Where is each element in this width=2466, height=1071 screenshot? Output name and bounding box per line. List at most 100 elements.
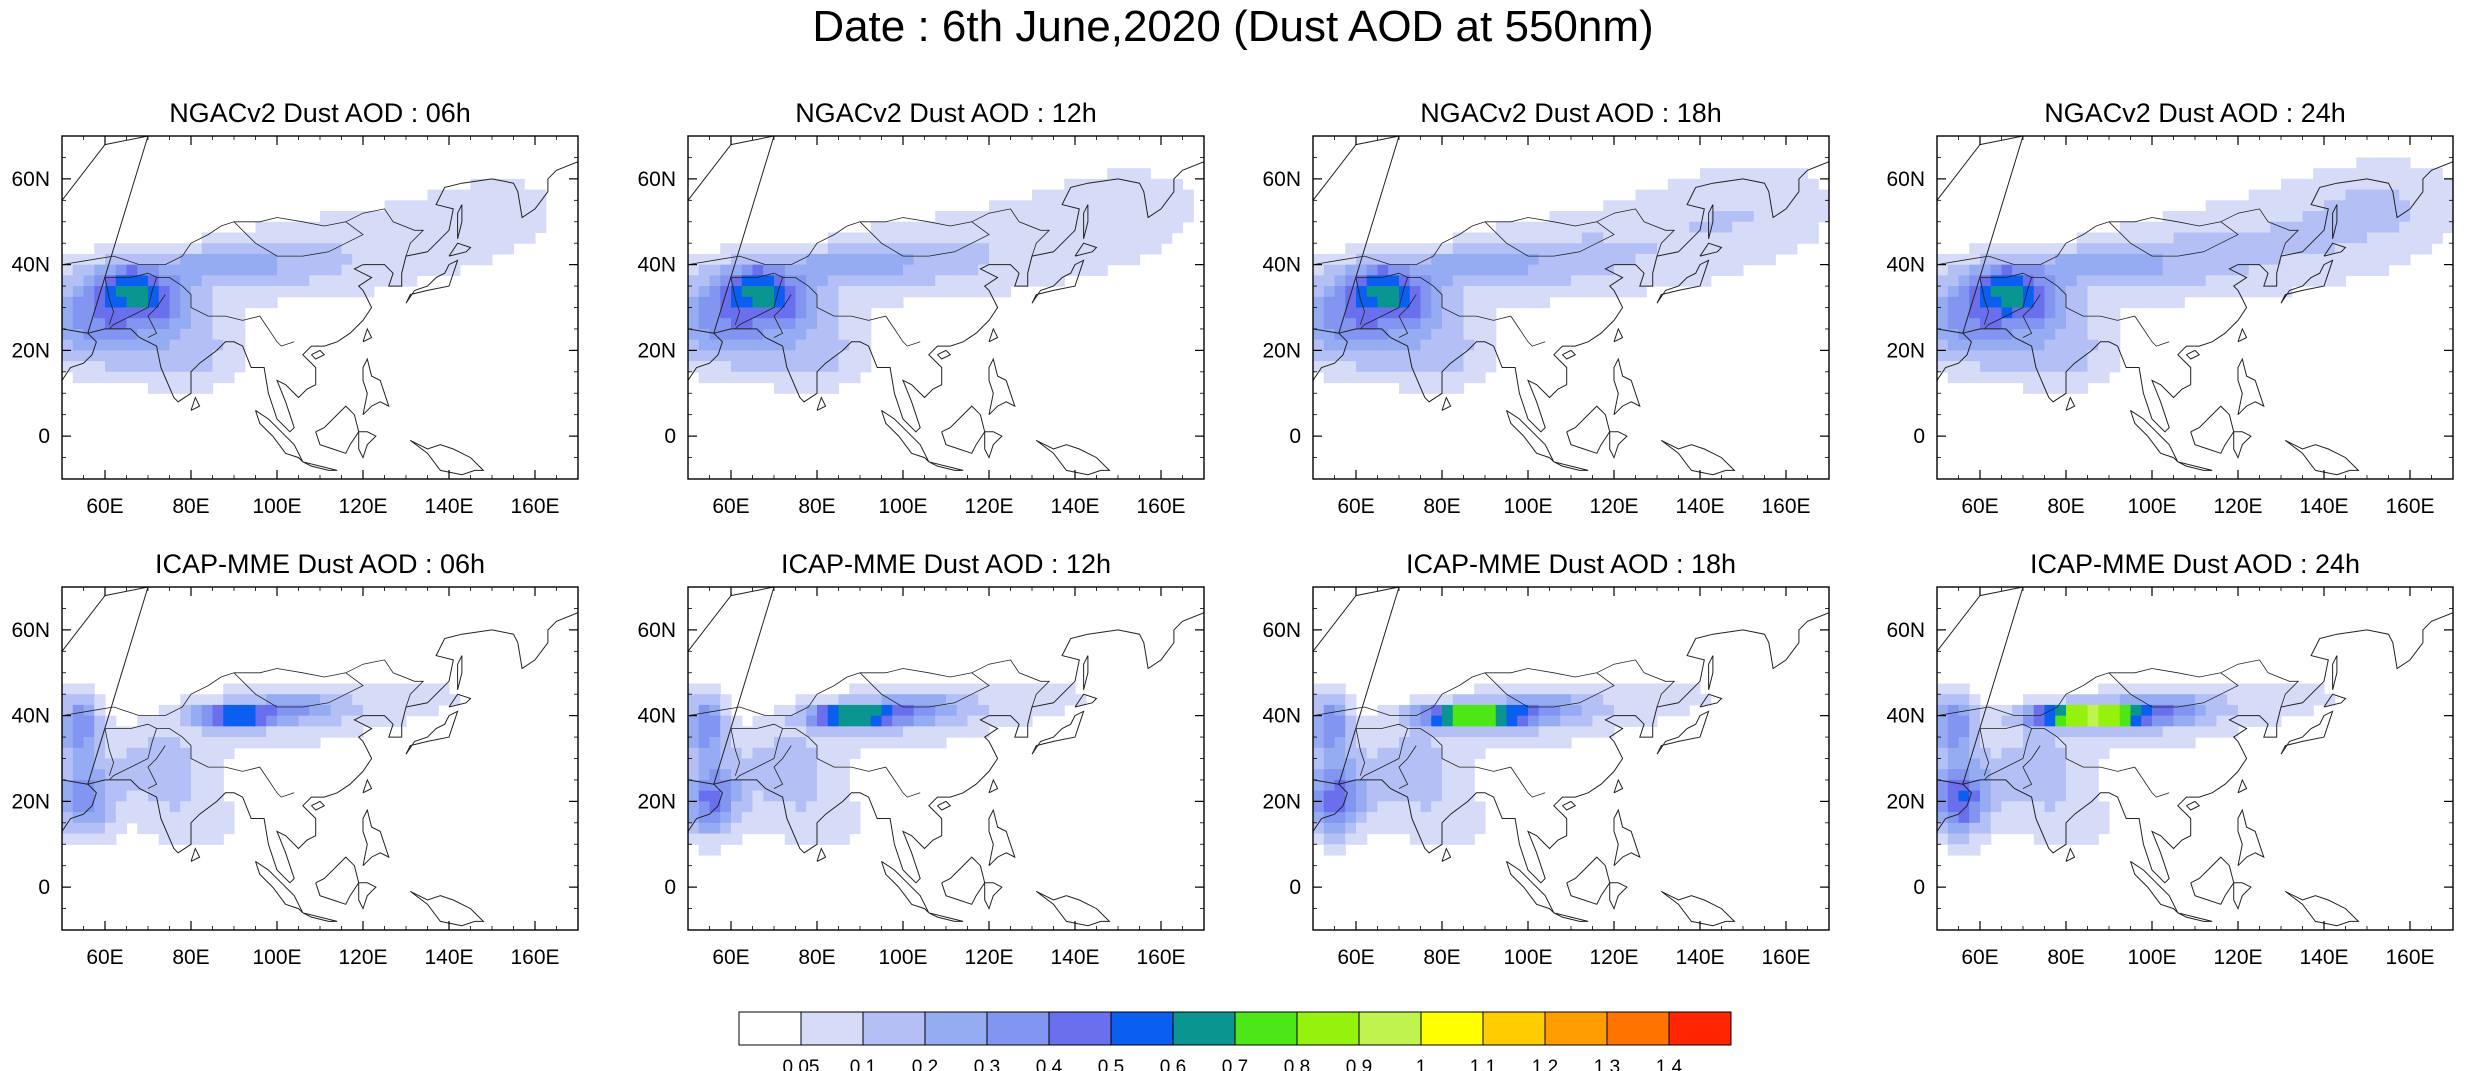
colorbar-box <box>738 1011 802 1046</box>
lon-tick-label: 60E <box>86 946 123 969</box>
coastlines <box>62 587 578 927</box>
colorbar-label: 0.7 <box>1222 1057 1248 1071</box>
lon-tick-label: 140E <box>424 946 473 969</box>
colorbar-box <box>1234 1011 1298 1046</box>
colorbar-box <box>1668 1011 1732 1046</box>
lat-tick-label: 20N <box>1262 790 1301 813</box>
colorbar-box <box>1606 1011 1670 1046</box>
colorbar-box <box>986 1011 1050 1046</box>
lon-tick-label: 100E <box>2127 946 2176 969</box>
dust-aod-field <box>1937 157 2453 394</box>
lat-tick-label: 40N <box>11 705 50 728</box>
lat-tick-label: 20N <box>1886 790 1925 813</box>
dust-aod-field <box>1937 683 2336 856</box>
dust-aod-field <box>62 683 461 845</box>
lat-tick-label: 60N <box>11 619 50 642</box>
lat-tick-label: 60N <box>1886 619 1925 642</box>
map-panel: NGACv2 Dust AOD : 24h 60E 80E 100E 120E 140E 1… <box>1886 98 2454 518</box>
lon-tick-label: 80E <box>798 946 835 969</box>
lat-tick-label: 60N <box>1262 619 1301 642</box>
colorbar-label: 1.1 <box>1470 1057 1496 1071</box>
lon-tick-label: 160E <box>1761 946 1810 969</box>
lat-tick-label: 40N <box>11 254 50 277</box>
colorbar-box <box>862 1011 926 1046</box>
lat-tick-label: 40N <box>1886 254 1925 277</box>
colorbar-label: 0.5 <box>1098 1057 1124 1071</box>
colorbar-box <box>1358 1011 1422 1046</box>
map-panel: ICAP-MME Dust AOD : 18h 60E 80E 100E 120E 140… <box>1262 549 1830 969</box>
dust-aod-field <box>1313 683 1712 856</box>
lat-tick-label: 0 <box>1913 425 1925 448</box>
lat-tick-label: 60N <box>1886 168 1925 191</box>
lat-tick-label: 20N <box>11 339 50 362</box>
lon-tick-label: 100E <box>1503 495 1552 518</box>
map-panel: NGACv2 Dust AOD : 12h 60E 80E 100E 120E 140E 1… <box>637 98 1205 518</box>
lat-tick-label: 0 <box>1289 876 1301 899</box>
colorbar-box <box>800 1011 864 1046</box>
lat-tick-label: 20N <box>1886 339 1925 362</box>
lat-tick-label: 40N <box>1262 705 1301 728</box>
lon-tick-label: 80E <box>1423 495 1460 518</box>
lon-tick-label: 160E <box>510 946 559 969</box>
panel-title: ICAP-MME Dust AOD : 18h <box>1406 549 1736 579</box>
colorbar-box <box>1544 1011 1608 1046</box>
lon-tick-label: 60E <box>1337 495 1374 518</box>
lon-tick-label: 80E <box>172 495 209 518</box>
lon-tick-label: 100E <box>252 946 301 969</box>
lon-tick-label: 100E <box>2127 495 2176 518</box>
lat-tick-label: 40N <box>1886 705 1925 728</box>
lon-tick-label: 140E <box>2299 495 2348 518</box>
lat-tick-label: 60N <box>11 168 50 191</box>
lon-tick-label: 60E <box>1961 946 1998 969</box>
lon-tick-label: 80E <box>172 946 209 969</box>
lon-tick-label: 160E <box>2385 946 2434 969</box>
coastlines <box>1313 587 1829 927</box>
lon-tick-label: 120E <box>338 946 387 969</box>
lon-tick-label: 100E <box>878 946 927 969</box>
map-panel: ICAP-MME Dust AOD : 06h 60E 80E 100E 120E 140… <box>11 549 579 969</box>
colorbar-label: 0.8 <box>1284 1057 1310 1071</box>
lat-tick-label: 20N <box>637 339 676 362</box>
lon-tick-label: 140E <box>1050 495 1099 518</box>
map-panel: ICAP-MME Dust AOD : 24h 60E 80E 100E 120E 140… <box>1886 549 2454 969</box>
panel-title: NGACv2 Dust AOD : 24h <box>2044 98 2346 128</box>
coastlines <box>688 587 1204 927</box>
colorbar-label: 1.2 <box>1532 1057 1558 1071</box>
lat-tick-label: 20N <box>11 790 50 813</box>
figure-title: Date : 6th June,2020 (Dust AOD at 550nm) <box>812 2 1654 51</box>
lon-tick-label: 160E <box>1761 495 1810 518</box>
colorbar-label: 1.4 <box>1656 1057 1683 1071</box>
coastlines <box>1937 136 2453 476</box>
lon-tick-label: 60E <box>1961 495 1998 518</box>
lon-tick-label: 120E <box>1589 946 1638 969</box>
lon-tick-label: 160E <box>1136 946 1185 969</box>
lon-tick-label: 100E <box>878 495 927 518</box>
lon-tick-label: 80E <box>2047 946 2084 969</box>
panel-title: NGACv2 Dust AOD : 12h <box>795 98 1097 128</box>
lon-tick-label: 160E <box>510 495 559 518</box>
colorbar-label: 0.4 <box>1036 1057 1063 1071</box>
lat-tick-label: 0 <box>1913 876 1925 899</box>
colorbar-box <box>1420 1011 1484 1046</box>
colorbar-label: 1.3 <box>1594 1057 1620 1071</box>
lat-tick-label: 40N <box>637 254 676 277</box>
lon-tick-label: 120E <box>2213 946 2262 969</box>
colorbar-box <box>1110 1011 1174 1046</box>
lon-tick-label: 120E <box>964 495 1013 518</box>
lon-tick-label: 140E <box>2299 946 2348 969</box>
lat-tick-label: 20N <box>637 790 676 813</box>
colorbar-label: 1 <box>1416 1057 1427 1071</box>
colorbar-box <box>924 1011 988 1046</box>
lon-tick-label: 80E <box>2047 495 2084 518</box>
coastlines <box>688 136 1204 476</box>
dust-aod-field <box>62 178 547 394</box>
panel-title: NGACv2 Dust AOD : 06h <box>169 98 471 128</box>
lat-tick-label: 40N <box>637 705 676 728</box>
coastlines <box>1313 136 1829 476</box>
panel-title: NGACv2 Dust AOD : 18h <box>1420 98 1722 128</box>
lat-tick-label: 0 <box>38 876 50 899</box>
lat-tick-label: 0 <box>1289 425 1301 448</box>
lon-tick-label: 80E <box>1423 946 1460 969</box>
